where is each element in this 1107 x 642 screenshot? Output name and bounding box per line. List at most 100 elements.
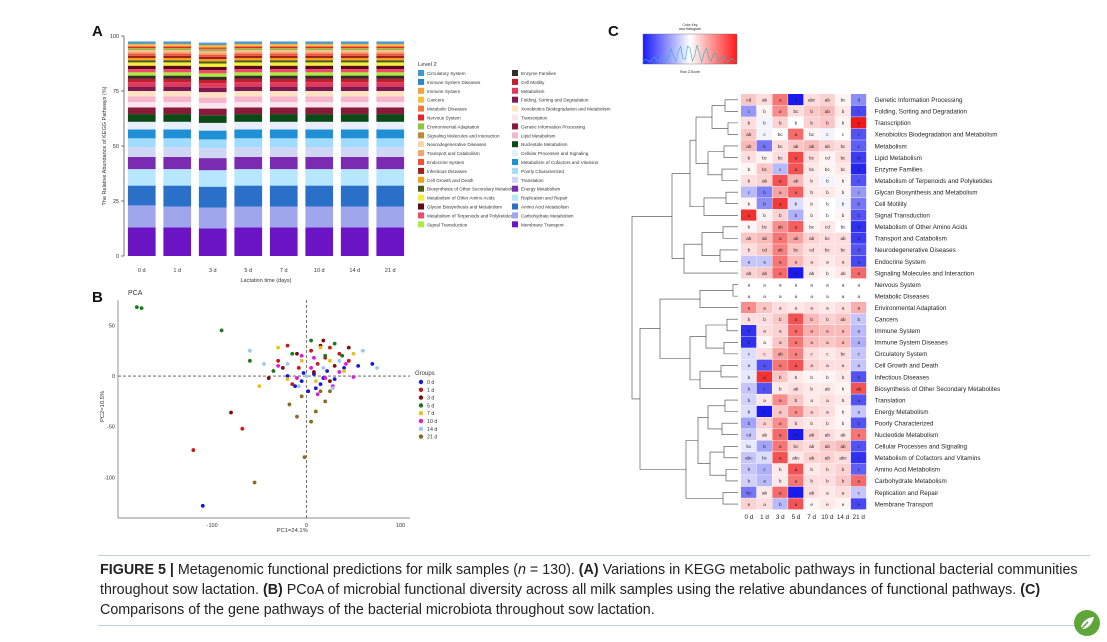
bar-segment-cancers: [340, 44, 369, 46]
bar-segment-signal-transduction: [269, 72, 298, 76]
bar-segment-immune-system-diseases: [234, 42, 263, 44]
bar-segment-genetic-information-processing: [198, 108, 227, 116]
heatmap-cell-label: a: [857, 305, 860, 310]
bar-segment-energy-metabolism: [305, 157, 334, 170]
heatmap-cell-label: b: [748, 155, 751, 160]
heatmap-cell-label: cd: [746, 98, 751, 103]
heatmap-cell-label: a: [763, 282, 766, 287]
heatmap-cell: [772, 221, 788, 233]
heatmap-cell: [772, 348, 788, 360]
heatmap-cell-label: b: [748, 467, 751, 472]
heatmap-cell-label: bc: [778, 132, 784, 137]
heatmap-cell: [850, 186, 867, 198]
heatmap-cell-label: b: [842, 386, 845, 391]
pca-point-5-d: [271, 369, 276, 373]
heatmap-cell-label: a: [857, 340, 860, 345]
heatmap-cell: [803, 405, 820, 417]
heatmap-cell-label: b: [810, 421, 813, 426]
heatmap-cell-label: d: [857, 167, 860, 172]
heatmap-cell-label: a: [795, 155, 798, 160]
heatmap-cell-label: b: [826, 121, 829, 126]
heatmap-cell-label: a: [779, 202, 782, 207]
legend-swatch-genetic-information-processing: [512, 123, 518, 130]
pca-point-1-d: [296, 366, 301, 370]
heatmap-cell-label: a: [826, 294, 829, 299]
heatmap-cell: [819, 221, 835, 233]
x-tick-label: 21 d: [385, 268, 396, 274]
panel-a-label: A: [92, 23, 103, 40]
pca-legend-dot-0-d: [418, 379, 424, 385]
heatmap-cell-label: ab: [809, 456, 815, 461]
dendrogram-branch: [689, 139, 704, 207]
legend-label-signal-transduction: Signal Transduction: [427, 222, 468, 227]
heatmap-cell-label: a: [857, 363, 860, 368]
heatmap-cell: [835, 301, 851, 314]
heatmap-cell: [756, 348, 772, 360]
bar-segment-genetic-information-processing: [305, 107, 334, 115]
heatmap-cell: [850, 325, 867, 337]
figure-caption: FIGURE 5 | Metagenomic functional predic…: [100, 560, 1090, 620]
bar-segment-cell-motility: [127, 78, 156, 83]
heatmap-cell: [788, 498, 804, 510]
heatmap-cell-label: a: [763, 340, 766, 345]
heatmap-cell: [741, 371, 757, 383]
heatmap-cell-label: abc: [792, 456, 800, 461]
bar-segment-translation: [340, 147, 369, 157]
pca-point-7-d: [285, 377, 290, 381]
heatmap-cell: [788, 244, 804, 256]
heatmap-cell: [819, 428, 835, 441]
heatmap-cell: [819, 232, 835, 244]
heatmap-cell-label: b: [810, 121, 813, 126]
dendrogram-branch: [724, 399, 738, 412]
legend-label-carbohydrate-metabolism: Carbohydrate Metabolism: [521, 213, 574, 218]
heatmap-cell-label: b: [748, 167, 751, 172]
bar-segment-infectious-diseases: [127, 55, 156, 58]
heatmap-cell-label: a: [857, 409, 860, 414]
bar-segment-metabolic-diseases: [198, 47, 227, 49]
heatmap-row-label-enzyme-families: Enzyme Families: [875, 166, 923, 173]
heatmap-cell: [835, 267, 851, 279]
heatmap-cell-label: a: [779, 259, 782, 264]
heatmap-cell: [850, 417, 867, 429]
heatmap-cell: [850, 428, 867, 441]
heatmap-cell: [772, 151, 788, 163]
pca-point-3-d: [280, 366, 285, 370]
heatmap-cell-label: b: [826, 202, 829, 207]
heatmap-cell: [819, 394, 835, 406]
heatmap-row-label-cell-growth-and-death: Cell Growth and Death: [875, 363, 939, 370]
heatmap-cell-label: b: [748, 178, 751, 183]
heatmap-cell: [772, 486, 788, 498]
pca-legend-title: Groups: [415, 371, 435, 377]
publisher-logo-icon[interactable]: [1074, 610, 1100, 636]
bar-segment-circulatory-system: [376, 41, 405, 43]
heatmap-cell: [772, 428, 788, 441]
pca-point-7-d: [318, 345, 323, 350]
bar-segment-cancers: [269, 44, 298, 46]
heatmap-row-label-nucleotide-metabolism: Nucleotide Metabolism: [875, 432, 939, 439]
pca-point-5-d: [309, 338, 313, 343]
bar-segment-neurodegenerative-diseases: [234, 50, 263, 52]
bar-segment-immune-system-diseases: [163, 42, 192, 44]
bar-segment-nucleotide-metabolism: [127, 114, 156, 122]
heatmap-cell-label: a: [779, 363, 782, 368]
bar-segment-biosynthesis-of-other-secondary-metabolites: [340, 60, 369, 63]
bar-segment-translation: [305, 147, 334, 157]
legend-swatch-transport-and-catabolism: [418, 150, 424, 157]
bar-segment-energy-metabolism: [127, 157, 156, 170]
bar-segment-lipid-metabolism: [376, 96, 405, 102]
heatmap-cell: [756, 382, 772, 394]
heatmap-cell-label: a: [842, 363, 845, 368]
bar-segment-translation: [198, 148, 227, 159]
heatmap-cell-label: c: [858, 490, 861, 495]
bar-segment-neurodegenerative-diseases: [376, 50, 405, 52]
legend-swatch-translation: [512, 176, 518, 183]
bar-segment-metabolism-of-terpenoids-and-polyketides: [340, 69, 369, 73]
color-key-title-line: Color Key: [683, 23, 698, 27]
bar-segment-glycan-biosynthesis-and-metabolism: [340, 65, 369, 69]
pca-point-10-d: [337, 370, 342, 374]
heatmap-cell-label: ab: [840, 271, 846, 276]
heatmap-cell: [741, 486, 757, 498]
legend-swatch-transcription: [512, 114, 518, 121]
bar-segment-nucleotide-metabolism: [340, 114, 369, 122]
heatmap-cell: [741, 244, 757, 256]
